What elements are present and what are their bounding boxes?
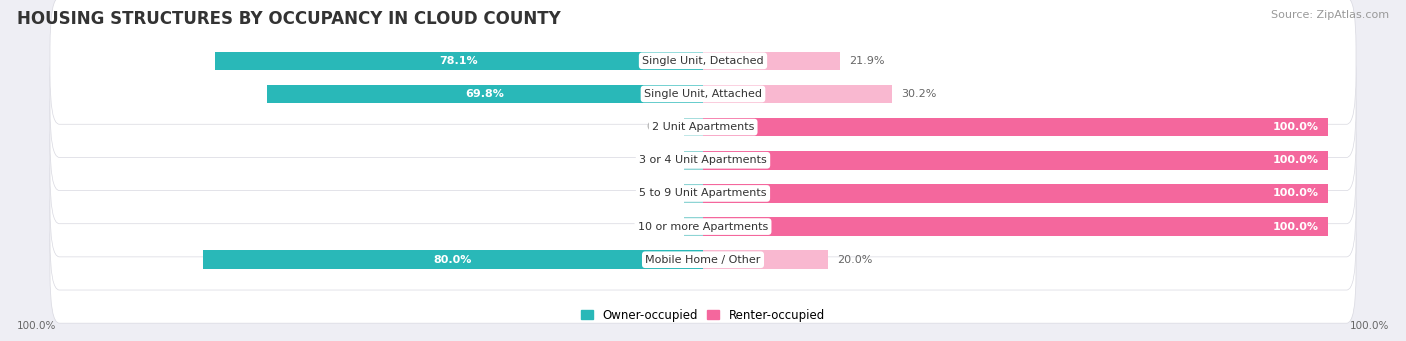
Text: 80.0%: 80.0% [434,255,472,265]
Text: 100.0%: 100.0% [1272,189,1319,198]
Text: 0.0%: 0.0% [647,155,675,165]
Text: 100.0%: 100.0% [17,321,56,331]
Text: Single Unit, Attached: Single Unit, Attached [644,89,762,99]
Bar [703,250,828,269]
Bar [685,184,703,203]
Text: 5 to 9 Unit Apartments: 5 to 9 Unit Apartments [640,189,766,198]
FancyBboxPatch shape [51,163,1355,290]
Bar [703,184,1327,203]
Text: 3 or 4 Unit Apartments: 3 or 4 Unit Apartments [640,155,766,165]
Text: 2 Unit Apartments: 2 Unit Apartments [652,122,754,132]
Text: HOUSING STRUCTURES BY OCCUPANCY IN CLOUD COUNTY: HOUSING STRUCTURES BY OCCUPANCY IN CLOUD… [17,10,561,28]
Text: 30.2%: 30.2% [901,89,936,99]
Text: 100.0%: 100.0% [1272,222,1319,232]
Bar [703,51,839,70]
Text: 20.0%: 20.0% [838,255,873,265]
Bar [703,118,1327,136]
FancyBboxPatch shape [51,30,1355,158]
Bar [202,250,703,269]
Legend: Owner-occupied, Renter-occupied: Owner-occupied, Renter-occupied [576,304,830,326]
FancyBboxPatch shape [51,196,1355,323]
Text: Single Unit, Detached: Single Unit, Detached [643,56,763,66]
Text: Source: ZipAtlas.com: Source: ZipAtlas.com [1271,10,1389,20]
Text: 100.0%: 100.0% [1350,321,1389,331]
Text: 10 or more Apartments: 10 or more Apartments [638,222,768,232]
Text: 0.0%: 0.0% [647,189,675,198]
Bar [685,151,703,169]
FancyBboxPatch shape [51,97,1355,224]
Text: 100.0%: 100.0% [1272,122,1319,132]
Bar [215,51,703,70]
Bar [703,85,891,103]
FancyBboxPatch shape [51,64,1355,191]
Bar [703,217,1327,236]
Text: 21.9%: 21.9% [849,56,884,66]
Bar [703,151,1327,169]
Text: Mobile Home / Other: Mobile Home / Other [645,255,761,265]
FancyBboxPatch shape [51,130,1355,257]
Text: 0.0%: 0.0% [647,222,675,232]
Bar [685,217,703,236]
Text: 78.1%: 78.1% [440,56,478,66]
Bar [267,85,703,103]
Text: 69.8%: 69.8% [465,89,505,99]
Text: 0.0%: 0.0% [647,122,675,132]
Bar [685,118,703,136]
FancyBboxPatch shape [51,0,1355,124]
Text: 100.0%: 100.0% [1272,155,1319,165]
